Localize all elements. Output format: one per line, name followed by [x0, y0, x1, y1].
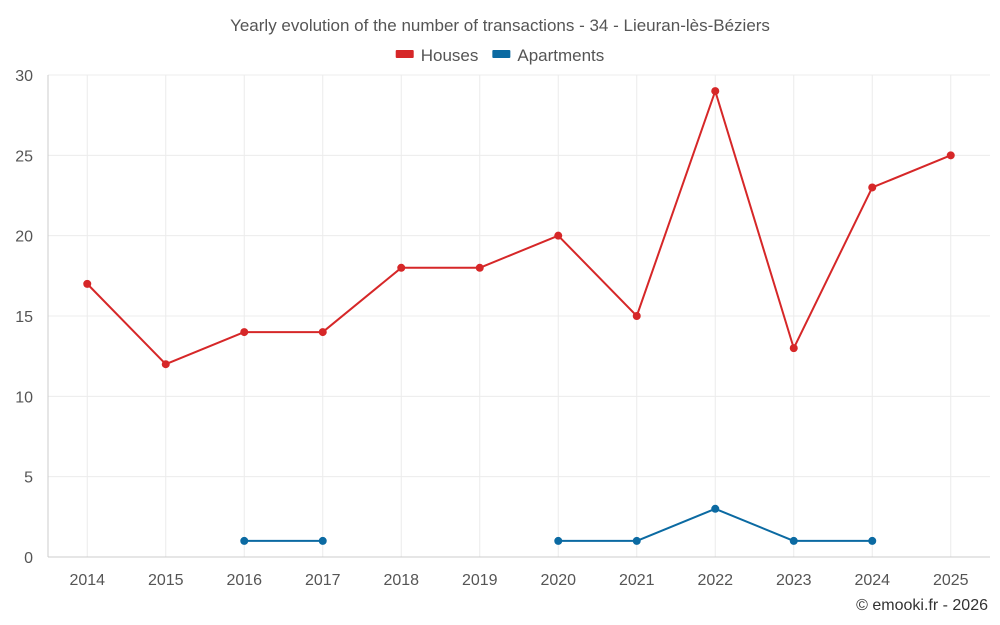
- x-tick-label: 2025: [933, 572, 969, 589]
- data-point[interactable]: [789, 536, 798, 545]
- y-tick-label: 0: [24, 550, 33, 567]
- y-tick-label: 10: [15, 389, 33, 406]
- data-point[interactable]: [868, 536, 877, 545]
- data-point[interactable]: [475, 263, 484, 272]
- data-point[interactable]: [868, 183, 877, 192]
- x-tick-label: 2014: [69, 572, 105, 589]
- x-tick-label: 2015: [148, 572, 184, 589]
- legend-swatch: [492, 50, 511, 58]
- x-tick-label: 2019: [462, 572, 498, 589]
- y-tick-label: 15: [15, 309, 33, 326]
- grid: [48, 74, 990, 557]
- data-point[interactable]: [632, 312, 641, 320]
- series: [83, 87, 955, 545]
- x-tick-label: 2024: [854, 572, 890, 589]
- x-tick-label: 2021: [619, 572, 655, 589]
- credit-text: © emooki.fr - 2026: [856, 597, 988, 614]
- x-tick-label: 2017: [305, 572, 341, 589]
- series-apartments: [240, 504, 877, 545]
- x-tick-label: 2023: [776, 572, 812, 589]
- y-tick-label: 25: [15, 148, 33, 165]
- y-tick-label: 20: [15, 229, 33, 246]
- legend-label: Apartments: [517, 46, 604, 65]
- x-tick-label: 2022: [697, 572, 733, 589]
- series-houses: [83, 87, 955, 369]
- series-line-segment: [86, 90, 952, 366]
- legend-swatch: [395, 50, 414, 58]
- data-point[interactable]: [711, 504, 720, 513]
- x-tick-label: 2016: [226, 572, 262, 589]
- data-point[interactable]: [240, 328, 249, 337]
- legend: Houses Apartments: [395, 46, 604, 65]
- legend-label: Houses: [421, 46, 479, 65]
- data-point[interactable]: [397, 263, 406, 272]
- y-tick-label: 30: [15, 68, 33, 85]
- data-point[interactable]: [240, 536, 249, 545]
- data-point[interactable]: [711, 87, 720, 96]
- data-point[interactable]: [632, 536, 641, 545]
- x-tick-label: 2020: [540, 572, 576, 589]
- data-point[interactable]: [789, 344, 798, 353]
- x-tick-label: 2018: [383, 572, 419, 589]
- data-point[interactable]: [318, 328, 327, 337]
- y-tick-label: 5: [24, 470, 33, 487]
- data-point[interactable]: [554, 231, 563, 240]
- legend-item-houses[interactable]: Houses: [395, 46, 479, 65]
- data-point[interactable]: [554, 536, 563, 545]
- data-point[interactable]: [83, 279, 92, 288]
- data-point[interactable]: [946, 151, 955, 160]
- data-point[interactable]: [161, 360, 170, 369]
- chart-title: Yearly evolution of the number of transa…: [230, 16, 770, 35]
- legend-item-apartments[interactable]: Apartments: [492, 46, 604, 65]
- data-point[interactable]: [318, 536, 327, 545]
